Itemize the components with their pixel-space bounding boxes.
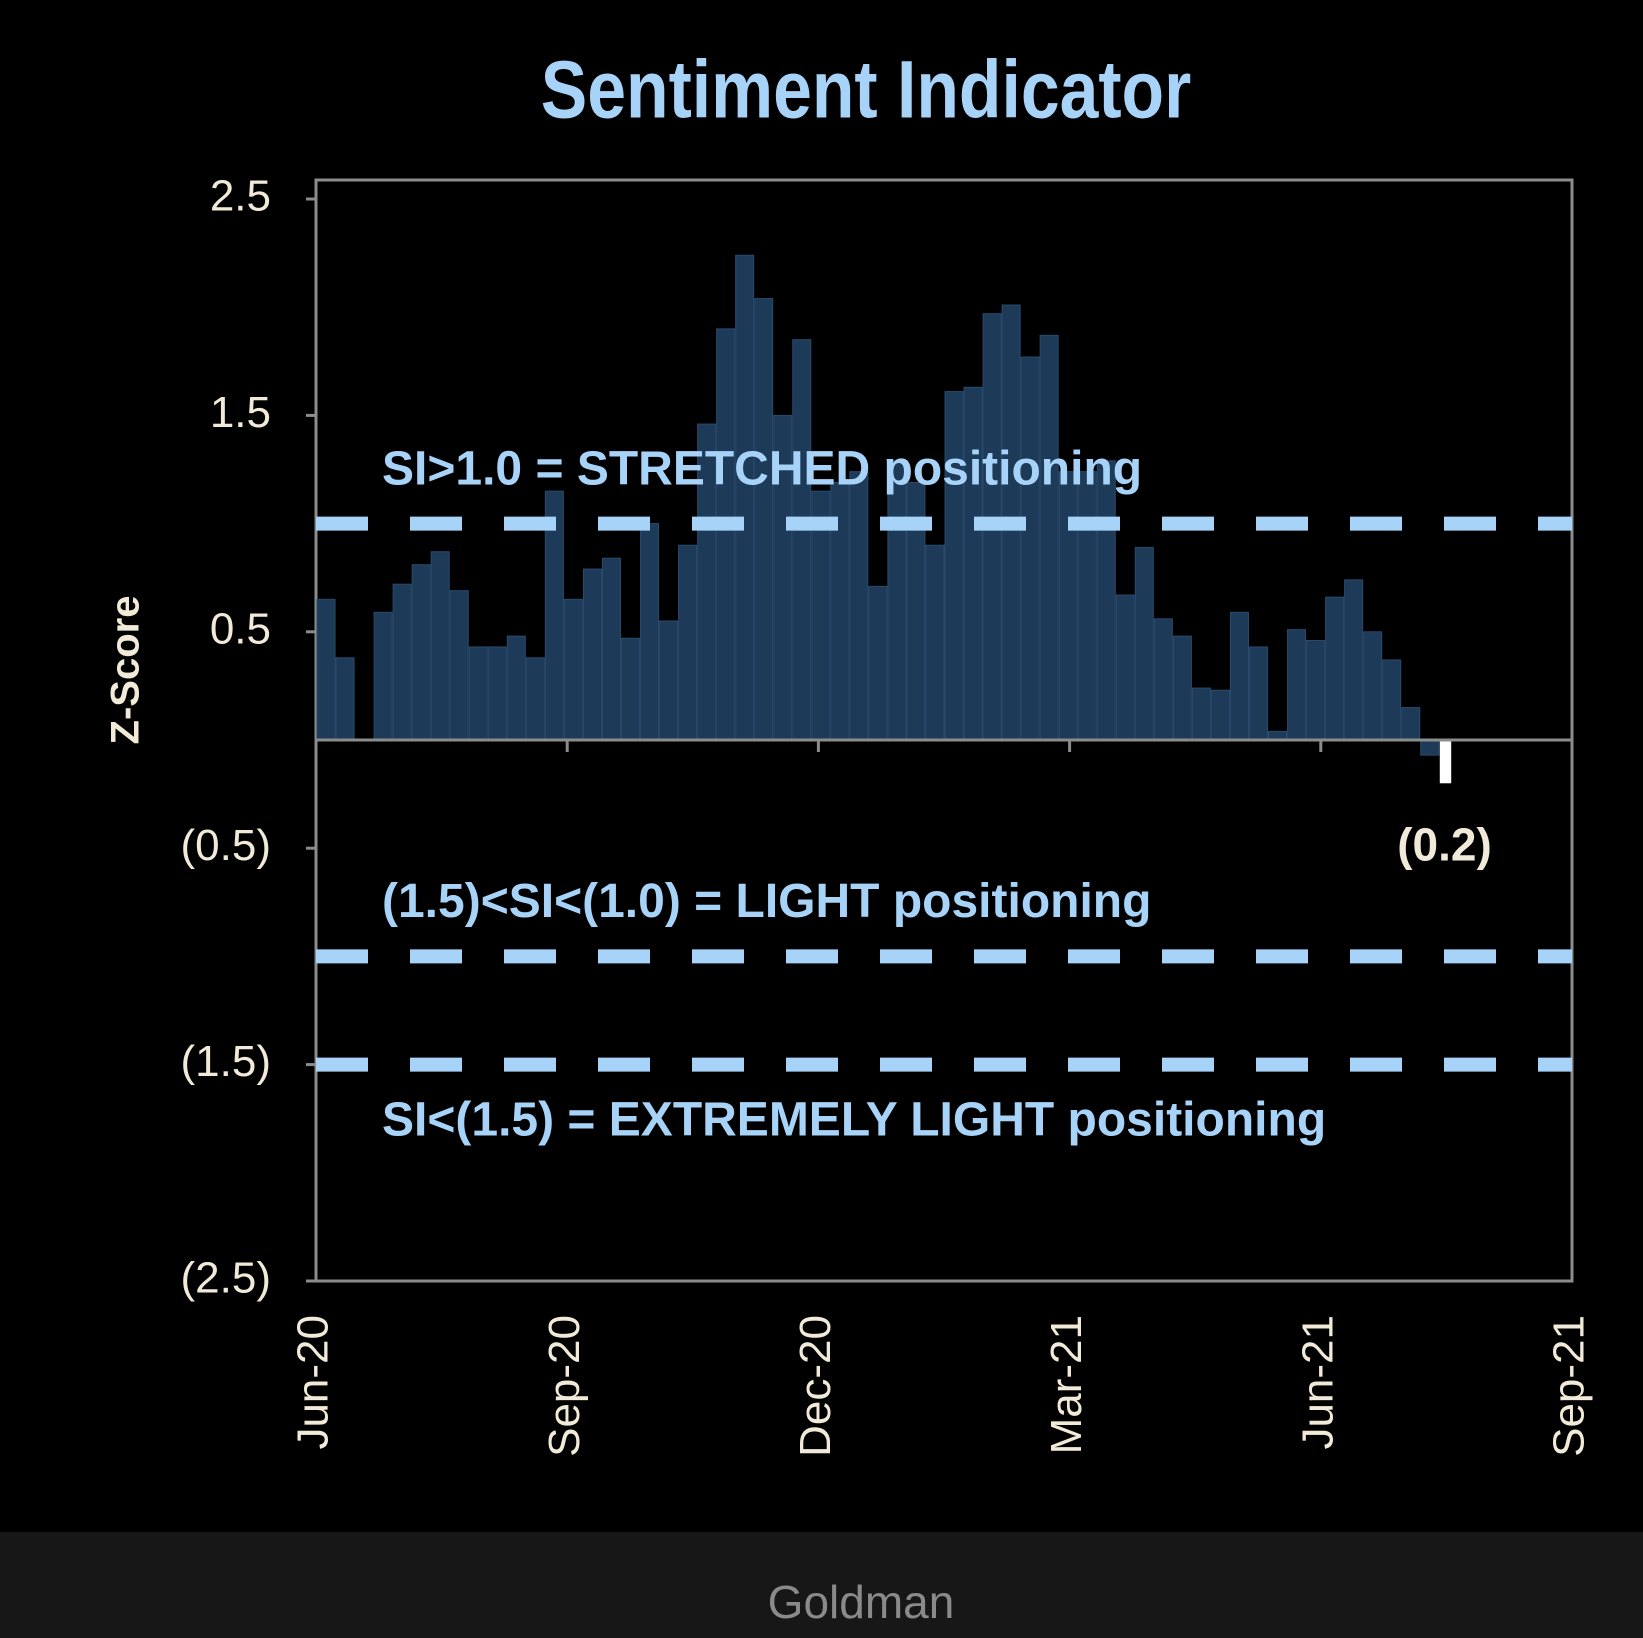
bar <box>640 523 660 741</box>
bar <box>506 635 526 741</box>
background <box>0 0 1643 1532</box>
chart-title: Sentiment Indicator <box>541 44 1191 136</box>
y-tick-label: 1.5 <box>210 388 271 437</box>
bar <box>563 598 583 741</box>
bar <box>430 551 450 741</box>
bar <box>1020 356 1040 741</box>
bar <box>582 568 602 741</box>
x-tick-label: Mar-21 <box>1042 1315 1091 1454</box>
bar <box>316 598 336 741</box>
bar <box>468 646 488 741</box>
bar <box>1058 471 1078 741</box>
bar <box>868 585 888 741</box>
reference-label: (1.5)<SI<(1.0) = LIGHT positioning <box>382 875 1151 928</box>
bar <box>620 637 641 741</box>
bar <box>487 646 507 741</box>
plot-frame <box>314 178 1574 1283</box>
bar <box>849 471 869 741</box>
x-tick-label: Dec-20 <box>791 1315 840 1457</box>
bar <box>1210 689 1230 741</box>
bar <box>792 339 812 741</box>
bar <box>1420 739 1440 756</box>
x-tick-label: Sep-21 <box>1545 1315 1594 1457</box>
bar <box>392 583 412 741</box>
x-tick-label: Jun-20 <box>289 1315 338 1450</box>
bar <box>1191 687 1211 741</box>
y-tick-label: 2.5 <box>210 172 271 221</box>
bar <box>754 298 774 741</box>
bar <box>525 657 545 741</box>
source: Goldman <box>768 1576 955 1628</box>
bar <box>659 620 679 741</box>
x-tick-label: Jun-21 <box>1293 1315 1342 1450</box>
y-tick-label: (2.5) <box>181 1254 271 1303</box>
bar <box>1096 460 1116 741</box>
bar <box>1153 618 1173 741</box>
bar <box>335 657 355 741</box>
bar <box>1382 659 1402 741</box>
bar <box>716 328 736 741</box>
bar <box>373 611 393 741</box>
bar <box>1344 579 1364 741</box>
bar <box>1248 646 1269 741</box>
reference-label: SI>1.0 = STRETCHED positioning <box>382 442 1142 495</box>
bar <box>887 460 907 741</box>
bar <box>1115 594 1135 741</box>
data-label: (0.2) <box>1397 818 1492 870</box>
bar <box>1287 629 1307 741</box>
x-tick-label: Sep-20 <box>540 1315 589 1457</box>
bar <box>1229 611 1249 741</box>
y-axis-label: Z-Score <box>104 596 148 745</box>
y-tick-label: (0.5) <box>181 821 271 870</box>
footer <box>0 1532 1643 1638</box>
bar <box>1363 631 1383 741</box>
bar <box>1172 635 1192 741</box>
bar <box>1134 546 1154 741</box>
bar <box>1401 707 1421 741</box>
bar <box>925 544 945 741</box>
y-tick-label: (1.5) <box>181 1037 271 1086</box>
bar <box>1325 596 1345 741</box>
bar <box>1439 740 1452 784</box>
bar <box>1039 334 1059 741</box>
y-tick-label: 0.5 <box>210 604 271 653</box>
bar <box>1077 471 1097 741</box>
bar <box>678 544 698 741</box>
reference-label: SI<(1.5) = EXTREMELY LIGHT positioning <box>382 1093 1326 1146</box>
bar <box>411 564 431 741</box>
bar <box>449 590 469 741</box>
bar <box>1306 639 1326 741</box>
bar <box>963 386 983 741</box>
bar <box>601 557 621 741</box>
bar <box>735 254 755 741</box>
